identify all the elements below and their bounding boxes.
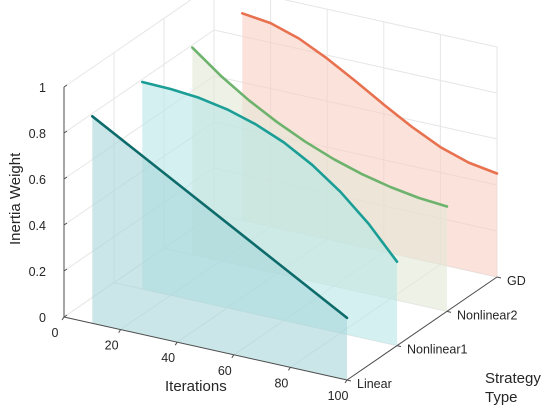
y-tick-label: GD (507, 274, 526, 288)
z-tick-mark (63, 176, 68, 180)
tick-labels: 0 20 40 60 80 100 0 0.2 0.4 0.6 0.8 1 Linear Nonlinea… (29, 81, 526, 403)
series-area-linear (92, 116, 347, 381)
z-tick-mark (63, 130, 68, 134)
y-axis-line (346, 276, 498, 381)
y-tick-label: Linear (357, 377, 392, 391)
y-tick-mark (396, 345, 402, 348)
x-tick-label: 20 (105, 339, 119, 353)
z-tick-mark (63, 314, 68, 318)
z-tick-label: 0 (39, 311, 46, 325)
axes (61, 84, 502, 384)
z-tick-label: 1 (39, 81, 46, 95)
x-tick-label: 80 (274, 376, 288, 390)
x-tick-mark (231, 354, 235, 359)
z-tick-label: 0.2 (29, 265, 46, 279)
z-tick-label: 0.4 (29, 219, 46, 233)
x-tick-mark (61, 316, 65, 321)
x-tick-mark (344, 379, 348, 384)
y-axis-label: Strategy Type (485, 370, 541, 406)
x-tick-label: 0 (52, 326, 59, 340)
z-tick-label: 0.8 (29, 127, 46, 141)
x-tick-mark (174, 341, 178, 346)
z-tick-mark (63, 84, 68, 88)
y-axis-label-line: Type (485, 389, 518, 406)
x-tick-label: 60 (218, 364, 232, 378)
series-line-linear (91, 115, 349, 320)
y-tick-mark (446, 310, 452, 313)
z-axis-label: Inertia Weight (7, 152, 24, 245)
y-tick-mark (346, 379, 352, 382)
x-axis-label: Iterations (165, 378, 227, 395)
x-tick-mark (118, 329, 122, 333)
x-tick-mark (287, 367, 291, 371)
z-tick-mark (63, 268, 68, 272)
grid-line (63, 0, 192, 88)
series-line-nonlinear2 (191, 46, 449, 208)
series-layer (91, 12, 499, 381)
series-line-gd (241, 12, 499, 175)
series-line-nonlinear1 (141, 80, 399, 264)
x-axis-line (63, 316, 348, 381)
y-tick-mark (496, 276, 502, 279)
grid-line (63, 75, 215, 180)
x-tick-label: 100 (328, 389, 349, 403)
z-tick-label: 0.6 (29, 173, 46, 187)
y-tick-label: Nonlinear1 (407, 343, 468, 357)
y-tick-label: Nonlinear2 (457, 308, 518, 322)
grid-line (63, 29, 215, 134)
z-tick-mark (63, 222, 68, 226)
y-axis-label-line: Strategy (485, 370, 541, 387)
grid-line (283, 0, 498, 48)
x-tick-label: 40 (161, 351, 175, 365)
